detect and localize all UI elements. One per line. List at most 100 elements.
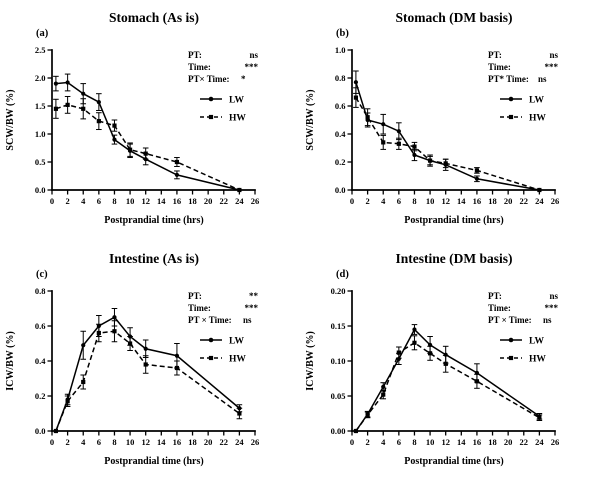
panel-d: (d) Intestine (DM basis) ICW/BW (%) Post… (305, 251, 559, 467)
data-point-hw (396, 350, 401, 355)
panel-title: Intestine (DM basis) (396, 251, 513, 266)
data-point-lw (81, 343, 86, 348)
stat-value-time: *** (545, 62, 559, 72)
series-line-lw (355, 328, 540, 432)
data-point-hw (174, 365, 180, 371)
stat-value-interaction: ns (243, 315, 252, 325)
stat-value-interaction: ns (538, 74, 547, 84)
x-tick-label: 2 (365, 437, 369, 447)
legend: LW HW (500, 337, 546, 365)
y-axis-label: SCW/BW (%) (5, 89, 16, 150)
data-point-lw (96, 99, 101, 105)
y-tick-label: 0.8 (335, 73, 346, 83)
x-tick-label: 4 (381, 196, 386, 206)
x-tick-label: 26 (251, 437, 260, 447)
y-tick-label: 0.15 (331, 321, 346, 331)
data-point-lw (81, 91, 86, 96)
panel-letter: (a) (36, 28, 49, 39)
legend-hw-label: HW (529, 355, 546, 365)
data-point-hw (65, 102, 70, 107)
data-point-hw (474, 168, 480, 173)
x-tick-label: 10 (426, 437, 435, 447)
stat-label-time: Time: (188, 62, 211, 72)
x-tick-label: 10 (426, 196, 435, 206)
legend-lw-marker-icon (208, 337, 214, 343)
y-tick-label: 0.20 (331, 286, 346, 296)
x-tick-label: 22 (220, 437, 229, 447)
x-tick-label: 8 (412, 196, 416, 206)
x-tick-label: 8 (112, 196, 116, 206)
y-tick-label: 0.05 (331, 391, 346, 401)
panel-letter: (c) (36, 269, 48, 280)
y-tick-label: 0.0 (35, 185, 46, 195)
panel-letter: (d) (336, 269, 349, 280)
panel-title: Intestine (As is) (109, 251, 199, 266)
data-point-lw (474, 176, 480, 181)
data-point-hw (381, 140, 386, 145)
stat-label-pt: PT: (488, 291, 502, 301)
data-point-hw (53, 428, 59, 434)
data-point-hw (96, 119, 101, 124)
stat-value-interaction: * (241, 74, 246, 84)
stat-label-time: Time: (488, 303, 511, 313)
y-tick-label: 0.4 (335, 129, 346, 139)
legend-lw-label: LW (529, 337, 544, 347)
x-tick-label: 4 (81, 196, 86, 206)
x-tick-label: 18 (488, 437, 497, 447)
data-point-hw (112, 123, 117, 128)
x-tick-label: 16 (173, 196, 182, 206)
data-point-hw (143, 362, 148, 367)
y-tick-label: 0.5 (35, 157, 46, 167)
y-tick-label: 1.5 (35, 101, 46, 111)
x-tick-label: 22 (520, 196, 529, 206)
data-point-hw (427, 158, 433, 163)
y-axis-label: SCW/BW (%) (305, 89, 316, 150)
stat-label-time: Time: (488, 62, 511, 72)
x-axis-label: Postprandial time (hrs) (104, 215, 203, 226)
x-tick-label: 0 (350, 437, 354, 447)
data-point-lw (112, 137, 117, 142)
plot-area: 0.00.20.40.60.81.00 2 4 6 8 10 12 14 16 18 20 22 24 2… (335, 45, 559, 206)
data-point-lw (174, 353, 180, 358)
x-tick-label: 12 (141, 437, 150, 447)
legend-hw-marker-icon (508, 355, 514, 361)
x-tick-label: 20 (204, 437, 213, 447)
x-tick-label: 0 (350, 196, 354, 206)
x-tick-label: 2 (365, 196, 369, 206)
stat-label-time: Time: (188, 303, 211, 313)
data-point-hw (365, 115, 370, 120)
data-point-hw (427, 351, 433, 356)
x-axis-label: Postprandial time (hrs) (404, 215, 503, 226)
data-point-hw (365, 412, 370, 417)
data-point-hw (127, 147, 133, 152)
panel-title: Stomach (DM basis) (396, 10, 513, 25)
y-tick-label: 0.6 (335, 101, 346, 111)
stat-label-interaction: PT × Time: (488, 315, 532, 325)
data-point-hw (443, 161, 448, 166)
data-point-lw (381, 122, 386, 127)
y-tick-label: 0.0 (35, 426, 46, 436)
stat-label-pt: PT: (488, 50, 502, 60)
x-tick-label: 22 (520, 437, 529, 447)
y-tick-label: 1.0 (35, 129, 46, 139)
data-point-lw (381, 384, 386, 389)
panel-letter: (b) (336, 28, 349, 39)
data-point-hw (537, 415, 542, 420)
y-axis-label: ICW/BW (%) (305, 331, 316, 391)
legend: LW HW (200, 96, 246, 124)
plot-area: 0.00.20.40.60.80 2 4 6 8 10 12 14 16 18 20 22 24 26 (35, 286, 259, 447)
legend-lw-marker-icon (508, 96, 514, 102)
legend-hw-label: HW (529, 114, 546, 124)
x-axis-label: Postprandial time (hrs) (104, 456, 203, 467)
stat-value-pt: ns (549, 50, 558, 60)
legend: LW HW (200, 337, 246, 365)
x-tick-label: 2 (65, 196, 69, 206)
x-tick-label: 26 (551, 196, 560, 206)
y-tick-label: 0.2 (35, 391, 46, 401)
x-tick-label: 10 (126, 437, 135, 447)
y-tick-label: 0.4 (35, 356, 46, 366)
x-tick-label: 24 (535, 196, 544, 206)
data-point-lw (65, 80, 70, 85)
stat-value-pt: ** (249, 291, 259, 301)
